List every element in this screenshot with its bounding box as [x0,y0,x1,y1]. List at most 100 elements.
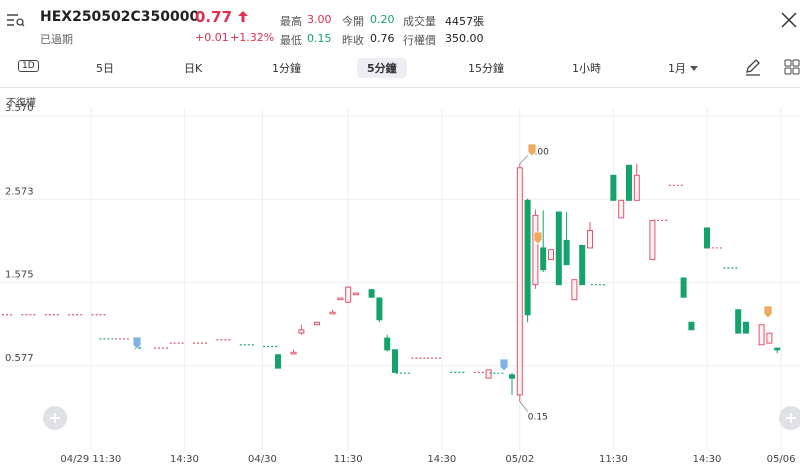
candle [516,163,523,402]
candle [680,277,687,298]
tab[interactable]: 5分鐘 [357,58,407,78]
candle [298,324,305,335]
trade-marker [533,231,543,245]
x-tick-label: 14:30 [427,454,456,465]
tab[interactable]: 5日 [96,62,114,75]
stat-value: 4457張 [445,15,484,28]
divider [0,87,800,88]
candle-body [555,211,562,286]
candle-body [376,297,383,321]
candle [509,373,515,395]
stat-label: 成交量 [403,15,436,28]
candle-body [587,229,593,249]
adjust-label: 不復權 [6,98,36,109]
candle-body [633,174,640,201]
up-arrow [238,11,249,22]
high-leader [519,155,529,164]
candle [743,321,749,334]
candle [314,321,320,326]
y-tick-label: 3.570 [5,103,34,114]
candle [649,219,656,261]
candle [563,212,570,266]
candle [735,309,742,334]
candle-body [735,309,742,334]
stat-value: 0.76 [370,32,395,45]
candle [688,321,695,331]
candle-body [774,347,781,351]
candle-body [509,374,515,379]
stat-label: 行權價 [403,34,436,47]
candle-body [618,199,625,219]
candle [290,349,297,355]
candle-body [766,332,773,344]
change-pct: +1.32% [230,31,275,44]
candle-body [563,239,570,266]
candle-body [626,164,632,201]
candle [368,288,375,299]
float-button[interactable] [779,406,800,430]
menu-icon[interactable] [6,12,26,28]
candle-body [275,354,281,369]
trade-marker [132,336,142,350]
tab[interactable]: 1月 [668,60,698,76]
candle-body [743,321,749,334]
stat-value: 0.20 [370,13,395,26]
candle [548,249,554,261]
candle [353,292,359,296]
candle-body [298,329,305,334]
low-leader [519,401,529,412]
draw-icon[interactable] [744,58,762,76]
x-tick-label: 11:30 [599,454,628,465]
stat-value: 3.00 [307,13,332,26]
float-button[interactable] [43,406,67,430]
candle-body [485,369,492,379]
candle [633,163,640,201]
layout-icon[interactable] [784,59,800,75]
candle-body [329,311,336,315]
candle [540,210,547,273]
candle-body [680,277,687,298]
candle [626,164,632,201]
candle-body [314,321,320,326]
candle-body [704,227,710,249]
candle-body [540,247,547,271]
dropdown-arrow [690,66,698,71]
status: 已過期 [40,33,73,46]
candle-body [516,167,523,396]
candle-body [524,199,531,316]
close-button[interactable] [781,12,797,28]
candle-body [610,174,617,201]
candle [618,199,625,219]
trade-marker [499,358,509,372]
candle-body [571,279,578,301]
candle [376,297,383,323]
candle [758,324,765,346]
stat-label: 昨收 [342,34,364,47]
y-tick-label: 0.577 [5,353,34,364]
candle-body [290,351,297,355]
tab[interactable]: 1小時 [572,62,601,75]
button-plus [786,413,796,423]
tab[interactable]: 日K [184,62,203,75]
candle [524,198,531,323]
x-tick-label: 05/06 [767,454,796,465]
candle-body [368,289,375,298]
tab[interactable]: 1D [18,60,39,72]
candle [392,349,398,373]
stat-value: 350.00 [445,32,484,45]
price-value: 0.77 [195,8,233,26]
candle-body [548,249,554,261]
y-tick-label: 1.575 [5,270,34,281]
candle [579,244,586,286]
candle [555,211,562,286]
tab[interactable]: 15分鐘 [468,62,504,75]
x-tick-label: 14:30 [693,454,722,465]
candle [384,334,391,352]
stat-label: 最高 [280,15,302,28]
symbol: HEX250502C350000 [40,9,200,25]
stat-label: 最低 [280,34,302,47]
tab[interactable]: 1分鐘 [272,62,301,75]
x-tick-label: 04/29 11:30 [60,454,121,465]
